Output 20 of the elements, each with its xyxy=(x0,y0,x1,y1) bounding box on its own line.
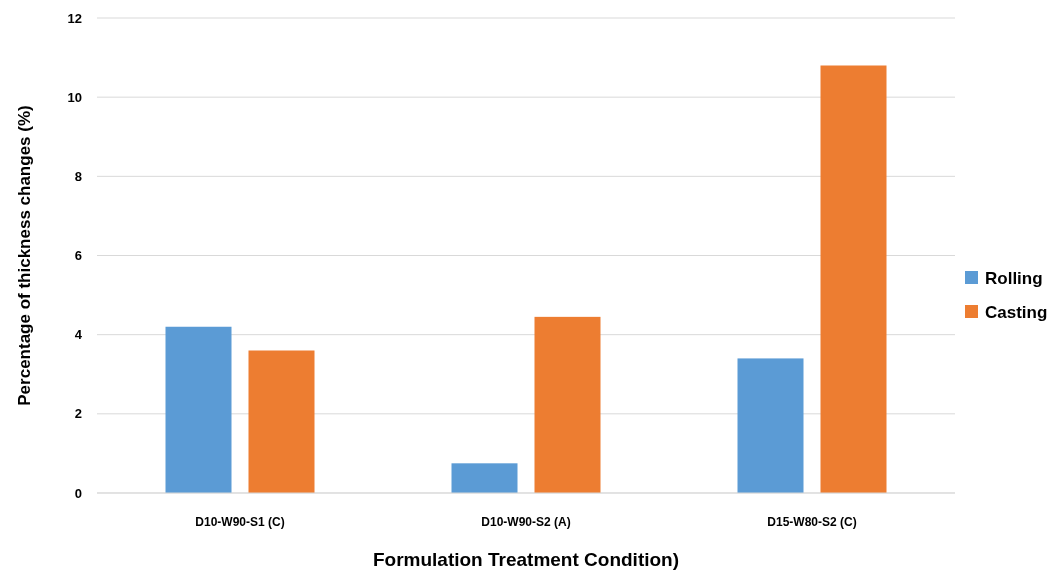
y-tick-label: 10 xyxy=(67,89,82,105)
bar xyxy=(451,463,518,493)
y-tick-label: 6 xyxy=(74,248,82,264)
bar xyxy=(737,358,804,493)
y-tick-label: 8 xyxy=(74,168,82,184)
y-axis-title: Percentage of thickness changes (%) xyxy=(15,105,34,406)
bar xyxy=(820,65,887,493)
bar xyxy=(165,326,232,493)
legend-label: Casting xyxy=(985,302,1048,322)
y-tick-label: 0 xyxy=(74,485,82,501)
legend-label: Rolling xyxy=(985,268,1043,288)
y-tick-label: 4 xyxy=(74,327,83,343)
bar xyxy=(534,316,601,493)
x-axis-title: Formulation Treatment Condition) xyxy=(372,549,680,570)
x-tick-label: D10-W90-S1 (C) xyxy=(195,515,285,529)
y-tick-label: 12 xyxy=(67,10,82,26)
bar xyxy=(248,350,315,493)
y-tick-label: 2 xyxy=(74,406,82,422)
x-tick-label: D15-W80-S2 (C) xyxy=(767,515,857,529)
x-tick-label: D10-W90-S2 (A) xyxy=(481,515,571,529)
